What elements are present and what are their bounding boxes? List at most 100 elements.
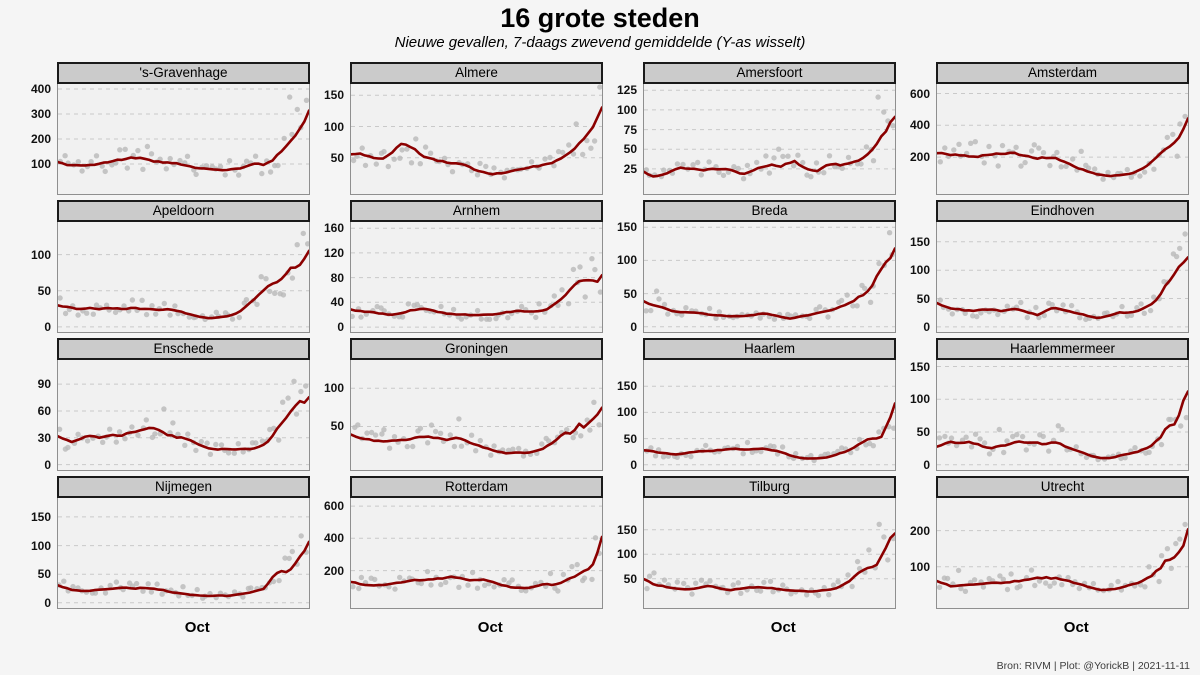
- city-panel: 100 200 300 400 's-Gravenhage: [14, 62, 310, 195]
- y-tick-label: 100: [616, 102, 637, 117]
- city-panel: 0 50 100 150 Nijmegen Oct: [14, 476, 310, 636]
- y-tick-label: 50: [623, 431, 637, 446]
- chart-plot: [351, 84, 602, 181]
- y-tick-label: 100: [616, 405, 637, 420]
- y-axis-tick-labels: 25 50 75 100 125: [600, 62, 643, 195]
- y-tick-label: 100: [616, 547, 637, 562]
- plot-area: [936, 84, 1189, 195]
- y-tick-label: 150: [323, 88, 344, 103]
- y-tick-label: 0: [337, 320, 344, 335]
- y-tick-label: 50: [330, 150, 344, 165]
- panel-header: Haarlem: [643, 338, 896, 360]
- y-tick-label: 150: [616, 220, 637, 235]
- city-panel: 0 40 80 120 160 Arnhem: [307, 200, 603, 335]
- y-tick-label: 75: [623, 122, 637, 137]
- y-tick-label: 400: [30, 82, 51, 96]
- y-tick-label: 50: [330, 419, 344, 434]
- city-panel: 50 100 Groningen: [307, 338, 603, 471]
- panel-header: Breda: [643, 200, 896, 222]
- panel-header: Arnhem: [350, 200, 603, 222]
- y-tick-label: 100: [30, 247, 51, 262]
- y-tick-label: 50: [916, 291, 930, 306]
- chart-plot: [937, 93, 1188, 182]
- y-tick-label: 0: [923, 319, 930, 334]
- plot-area: [643, 360, 896, 471]
- city-name: Almere: [455, 65, 498, 80]
- y-axis-tick-labels: 0 50 100 150: [893, 338, 936, 472]
- y-tick-label: 150: [909, 234, 930, 249]
- y-axis-tick-labels: 0 30 60 90: [14, 338, 57, 471]
- page-title: 16 grote steden: [500, 3, 700, 33]
- title-block: 16 grote steden Nieuwe gevallen, 7-daags…: [0, 3, 1200, 52]
- y-tick-label: 100: [30, 538, 51, 553]
- y-axis-tick-labels: 0 40 80 120 160: [307, 200, 350, 335]
- panel-header: Rotterdam: [350, 476, 603, 498]
- y-axis-tick-labels: 50 100: [307, 338, 350, 471]
- y-axis-tick-labels: 100 200: [893, 476, 936, 609]
- plot-area: [350, 222, 603, 333]
- y-tick-label: 25: [623, 161, 637, 176]
- chart-plot: [351, 505, 602, 594]
- panel-header: Eindhoven: [936, 200, 1189, 222]
- y-tick-label: 50: [623, 571, 637, 586]
- city-panel: 50 100 150 Tilburg Oct: [600, 476, 896, 636]
- city-name: Utrecht: [1040, 479, 1085, 494]
- x-axis-label-oct: Oct: [477, 619, 503, 636]
- city-panel: 0 50 100 150 Haarlem: [600, 338, 896, 472]
- y-tick-label: 50: [916, 425, 930, 440]
- y-tick-label: 100: [909, 559, 930, 574]
- y-tick-label: 200: [30, 132, 51, 146]
- y-tick-label: 600: [323, 499, 344, 514]
- chart-plot: [58, 88, 309, 178]
- panel-header: Apeldoorn: [57, 200, 310, 222]
- chart-plot: [58, 378, 309, 466]
- y-axis-tick-labels: 0 50 100: [14, 200, 57, 334]
- panel-header: Nijmegen: [57, 476, 310, 498]
- plot-area: [643, 84, 896, 195]
- y-tick-label: 100: [616, 253, 637, 268]
- city-name: Haarlem: [743, 341, 795, 356]
- y-tick-label: 0: [44, 457, 51, 472]
- panel-header: Haarlemmermeer: [936, 338, 1189, 360]
- chart-plot: [351, 227, 602, 328]
- chart-plot: [644, 385, 895, 466]
- y-tick-label: 150: [616, 379, 637, 394]
- chart-plot: [937, 521, 1188, 594]
- y-tick-label: 50: [37, 567, 51, 582]
- panel-header: Tilburg: [643, 476, 896, 498]
- footer-credit: Bron: RIVM | Plot: @YorickB | 2021-11-11: [996, 660, 1190, 672]
- city-panel: 25 50 75 100 125 Amersfoort: [600, 62, 896, 195]
- city-name: 's-Gravenhage: [139, 65, 228, 80]
- y-axis-tick-labels: 50 100 150: [600, 476, 643, 609]
- y-tick-label: 100: [323, 119, 344, 134]
- plot-area: [936, 360, 1189, 471]
- city-name: Breda: [751, 203, 788, 218]
- city-name: Amersfoort: [736, 65, 803, 80]
- city-panel: 0 50 100 150 Eindhoven: [893, 200, 1189, 334]
- y-tick-label: 200: [909, 523, 930, 538]
- y-tick-label: 0: [923, 457, 930, 472]
- y-tick-label: 50: [37, 283, 51, 298]
- panel-header: Amsterdam: [936, 62, 1189, 84]
- y-tick-label: 200: [323, 563, 344, 578]
- y-tick-label: 400: [909, 118, 930, 133]
- y-tick-label: 0: [44, 319, 51, 334]
- plot-area: [57, 84, 310, 195]
- plot-area: [936, 498, 1189, 609]
- y-tick-label: 400: [323, 531, 344, 546]
- plot-area: [350, 498, 603, 609]
- y-tick-label: 30: [37, 430, 51, 445]
- plot-area: [350, 84, 603, 195]
- plot-area: [57, 360, 310, 471]
- city-name: Arnhem: [452, 203, 501, 218]
- y-tick-label: 200: [909, 150, 930, 165]
- y-tick-label: 0: [44, 595, 51, 610]
- y-tick-label: 80: [330, 270, 344, 285]
- city-panel: 50 100 150 Almere: [307, 62, 603, 195]
- city-name: Enschede: [153, 341, 214, 356]
- y-tick-label: 300: [30, 107, 51, 121]
- plot-area: [643, 222, 896, 333]
- city-panel: 100 200 Utrecht Oct: [893, 476, 1189, 636]
- y-axis-tick-labels: 0 50 100 150: [893, 200, 936, 334]
